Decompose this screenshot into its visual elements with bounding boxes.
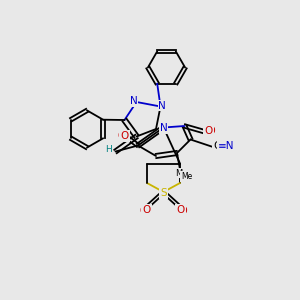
- Text: O: O: [142, 205, 151, 215]
- Text: O: O: [118, 130, 125, 141]
- Text: N: N: [130, 95, 137, 106]
- Text: O: O: [140, 206, 147, 216]
- Text: O: O: [180, 206, 188, 216]
- Text: O: O: [120, 131, 129, 141]
- Text: ≡N: ≡N: [218, 141, 235, 151]
- Text: ≡N: ≡N: [220, 140, 236, 151]
- Text: N: N: [130, 96, 138, 106]
- Text: O: O: [207, 126, 215, 136]
- Text: N: N: [158, 100, 166, 110]
- Text: O: O: [176, 205, 185, 215]
- Text: N: N: [160, 123, 167, 134]
- Text: S: S: [160, 188, 167, 198]
- Text: N: N: [160, 124, 167, 134]
- Text: C: C: [213, 140, 219, 151]
- Text: H: H: [106, 146, 112, 154]
- Text: O: O: [204, 126, 213, 136]
- Text: Me: Me: [182, 172, 193, 182]
- Text: Me: Me: [181, 172, 192, 181]
- Text: N: N: [158, 101, 166, 111]
- Text: Me: Me: [175, 169, 188, 178]
- Text: S: S: [160, 188, 167, 199]
- Text: C: C: [214, 141, 221, 151]
